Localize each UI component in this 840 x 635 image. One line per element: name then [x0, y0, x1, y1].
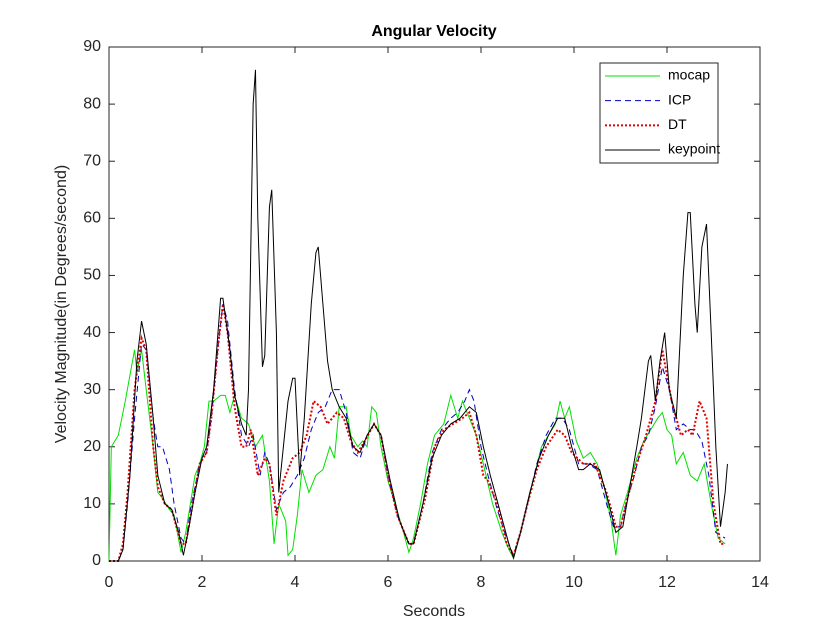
series-line [109, 303, 726, 562]
x-tick-label: 2 [198, 574, 207, 591]
x-tick-label: 0 [105, 574, 114, 591]
y-tick-label: 80 [83, 95, 101, 112]
legend-label: ICP [668, 91, 691, 107]
x-tick-label: 10 [565, 574, 583, 591]
y-tick-label: 50 [83, 267, 101, 284]
x-axis-label: Seconds [403, 603, 465, 620]
y-tick-label: 60 [83, 210, 101, 227]
y-axis-label: Velocity Magnitude(in Degrees/second) [53, 165, 70, 443]
chart-title: Angular Velocity [371, 23, 496, 40]
x-tick-label: 4 [291, 574, 300, 591]
legend-label: mocap [668, 67, 710, 83]
x-tick-label: 8 [477, 574, 486, 591]
x-tick-label: 14 [751, 574, 769, 591]
series-line [109, 69, 728, 562]
legend-box [599, 62, 719, 164]
y-tick-label: 70 [83, 152, 101, 169]
y-tick-label: 10 [83, 495, 101, 512]
y-tick-label: 20 [83, 438, 101, 455]
x-tick-label: 12 [658, 574, 676, 591]
legend-label: DT [668, 116, 687, 132]
y-tick-label: 40 [83, 324, 101, 341]
y-tick-label: 0 [92, 552, 101, 569]
y-tick-label: 30 [83, 381, 101, 398]
legend-label: keypoint [668, 141, 720, 157]
x-tick-label: 6 [384, 574, 393, 591]
y-tick-label: 90 [83, 38, 101, 55]
